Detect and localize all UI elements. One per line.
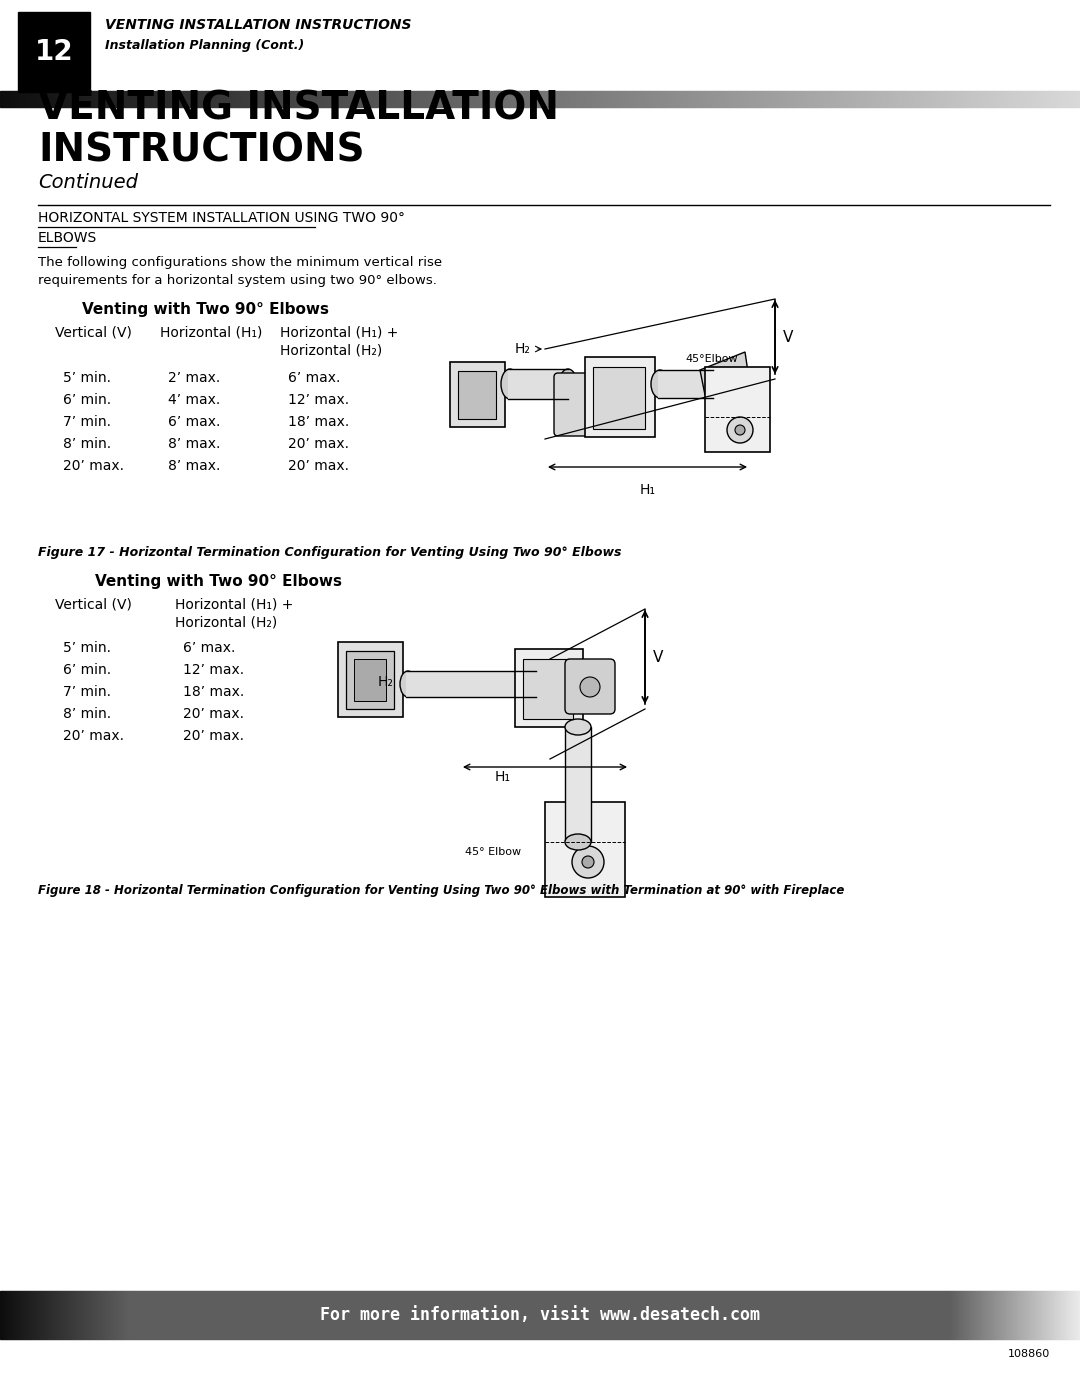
Bar: [18, 13, 90, 92]
Text: Continued: Continued: [38, 173, 138, 191]
Text: 8’ min.: 8’ min.: [63, 707, 111, 721]
Polygon shape: [700, 352, 748, 395]
Text: 108860: 108860: [1008, 1350, 1050, 1359]
Text: 20’ max.: 20’ max.: [63, 460, 124, 474]
Bar: [346, 651, 394, 710]
Text: Horizontal (H₁) +: Horizontal (H₁) +: [280, 326, 399, 339]
Text: 7’ min.: 7’ min.: [63, 415, 111, 429]
Bar: [406, 671, 536, 697]
Text: Vertical (V): Vertical (V): [55, 597, 132, 610]
Bar: [705, 367, 770, 453]
Circle shape: [735, 425, 745, 434]
Text: VENTING INSTALLATION INSTRUCTIONS: VENTING INSTALLATION INSTRUCTIONS: [105, 18, 411, 32]
Text: Venting with Two 90° Elbows: Venting with Two 90° Elbows: [95, 574, 342, 590]
Ellipse shape: [528, 671, 544, 697]
Text: 12’ max.: 12’ max.: [183, 664, 244, 678]
Text: Figure 18 - Horizontal Termination Configuration for Venting Using Two 90° Elbow: Figure 18 - Horizontal Termination Confi…: [38, 884, 845, 897]
Bar: [523, 659, 573, 719]
FancyBboxPatch shape: [554, 373, 602, 436]
Text: 45°Elbow: 45°Elbow: [685, 353, 738, 365]
Text: Horizontal (H₂): Horizontal (H₂): [280, 344, 382, 358]
Ellipse shape: [565, 834, 591, 849]
Text: 20’ max.: 20’ max.: [183, 729, 244, 743]
Text: 4’ max.: 4’ max.: [168, 393, 220, 407]
Text: 6’ max.: 6’ max.: [183, 641, 235, 655]
Ellipse shape: [651, 370, 669, 398]
Text: V: V: [653, 650, 663, 665]
Text: 7’ min.: 7’ min.: [63, 685, 111, 698]
FancyBboxPatch shape: [565, 659, 615, 714]
Text: requirements for a horizontal system using two 90° elbows.: requirements for a horizontal system usi…: [38, 274, 437, 286]
Bar: [545, 802, 625, 897]
Bar: [565, 726, 591, 842]
Text: 6’ max.: 6’ max.: [168, 415, 220, 429]
Text: Horizontal (H₂): Horizontal (H₂): [175, 615, 278, 629]
Text: 5’ min.: 5’ min.: [63, 372, 111, 386]
Text: ELBOWS: ELBOWS: [38, 231, 97, 244]
Text: Figure 17 - Horizontal Termination Configuration for Venting Using Two 90° Elbow: Figure 17 - Horizontal Termination Confi…: [38, 546, 621, 559]
Text: H₁: H₁: [495, 770, 511, 784]
Text: 8’ max.: 8’ max.: [168, 437, 220, 451]
Bar: [458, 372, 496, 419]
Text: 12: 12: [35, 38, 73, 66]
Bar: [338, 643, 403, 717]
Text: 18’ max.: 18’ max.: [183, 685, 244, 698]
Bar: [593, 367, 645, 429]
Text: Horizontal (H₁): Horizontal (H₁): [160, 326, 262, 339]
Text: Horizontal (H₁) +: Horizontal (H₁) +: [175, 597, 294, 610]
Text: 45° Elbow: 45° Elbow: [465, 847, 522, 856]
Text: 20’ max.: 20’ max.: [183, 707, 244, 721]
Text: 6’ min.: 6’ min.: [63, 664, 111, 678]
Ellipse shape: [400, 671, 416, 697]
Text: H₁: H₁: [639, 483, 656, 497]
Ellipse shape: [501, 369, 519, 400]
Text: For more information, visit www.desatech.com: For more information, visit www.desatech…: [320, 1306, 760, 1324]
Text: 20’ max.: 20’ max.: [288, 460, 349, 474]
Text: 20’ max.: 20’ max.: [63, 729, 124, 743]
Text: The following configurations show the minimum vertical rise: The following configurations show the mi…: [38, 256, 442, 270]
Bar: [658, 370, 713, 398]
Text: 5’ min.: 5’ min.: [63, 641, 111, 655]
Text: 8’ min.: 8’ min.: [63, 437, 111, 451]
Ellipse shape: [565, 719, 591, 735]
Circle shape: [727, 416, 753, 443]
Text: V: V: [783, 330, 794, 345]
Text: 12’ max.: 12’ max.: [288, 393, 349, 407]
Text: Venting with Two 90° Elbows: Venting with Two 90° Elbows: [81, 302, 328, 317]
Circle shape: [572, 847, 604, 877]
Bar: [508, 369, 568, 400]
Text: HORIZONTAL SYSTEM INSTALLATION USING TWO 90°: HORIZONTAL SYSTEM INSTALLATION USING TWO…: [38, 211, 405, 225]
Bar: [450, 362, 505, 427]
Text: H₂: H₂: [378, 675, 394, 689]
Circle shape: [582, 856, 594, 868]
Bar: [515, 650, 583, 726]
Text: Vertical (V): Vertical (V): [55, 326, 132, 339]
Text: VENTING INSTALLATION: VENTING INSTALLATION: [38, 89, 559, 127]
Text: H₂: H₂: [514, 342, 530, 356]
Bar: [585, 358, 654, 437]
Text: INSTRUCTIONS: INSTRUCTIONS: [38, 131, 365, 169]
Text: 2’ max.: 2’ max.: [168, 372, 220, 386]
Bar: [354, 659, 386, 701]
Circle shape: [580, 678, 600, 697]
Text: 8’ max.: 8’ max.: [168, 460, 220, 474]
Ellipse shape: [559, 369, 577, 400]
Text: 6’ max.: 6’ max.: [288, 372, 340, 386]
Text: 6’ min.: 6’ min.: [63, 393, 111, 407]
Text: 20’ max.: 20’ max.: [288, 437, 349, 451]
Text: 18’ max.: 18’ max.: [288, 415, 349, 429]
Text: Installation Planning (Cont.): Installation Planning (Cont.): [105, 39, 305, 52]
